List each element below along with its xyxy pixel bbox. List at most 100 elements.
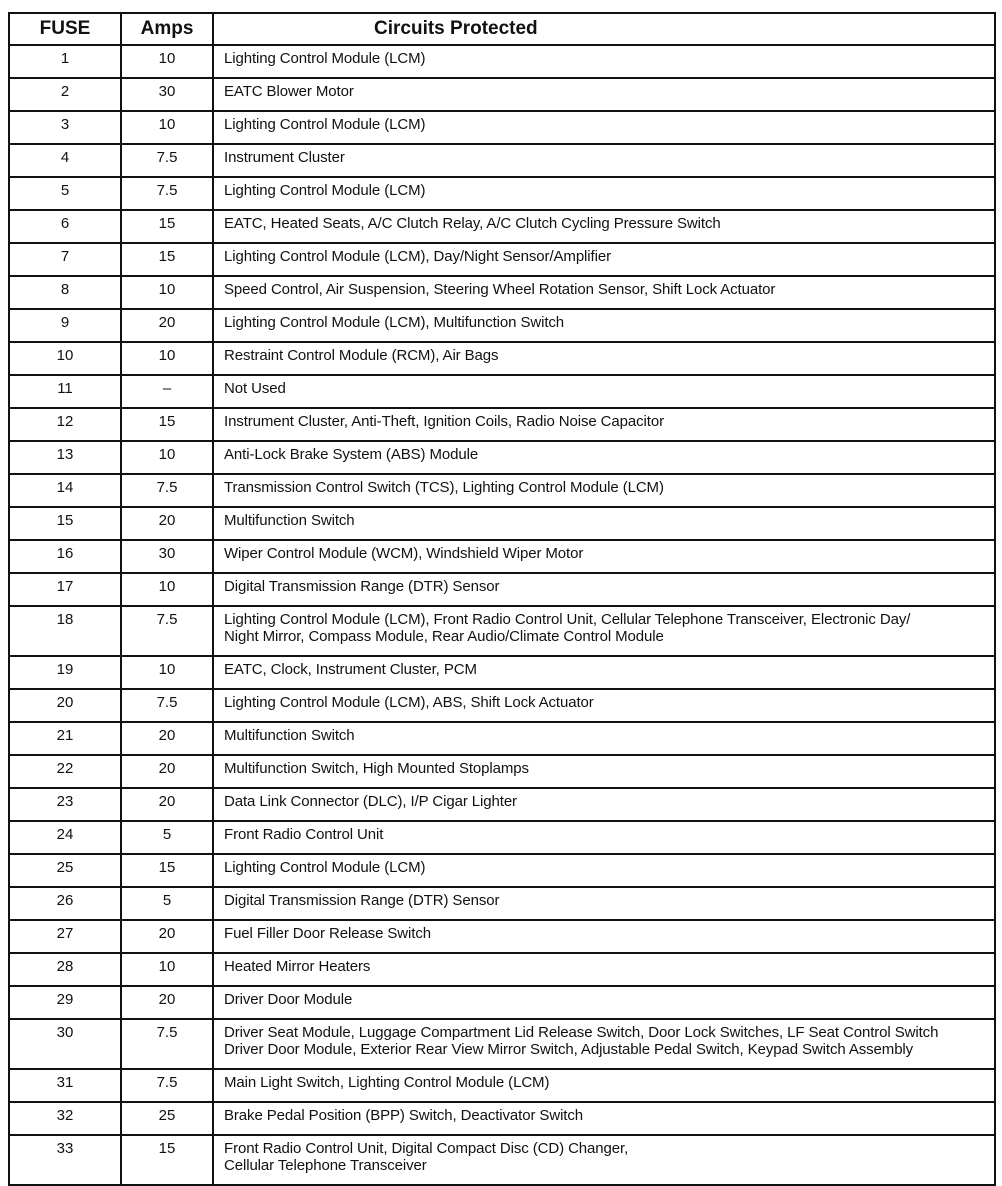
table-row: 23 20 Data Link Connector (DLC), I/P Cigar… xyxy=(8,787,996,822)
fuse-number: 6 xyxy=(8,209,122,244)
circuits-protected: Lighting Control Module (LCM), Front Rad… xyxy=(212,605,996,657)
circuits-protected: Heated Mirror Heaters xyxy=(212,952,996,987)
amps-value: 20 xyxy=(120,754,214,789)
table-row: 26 5 Digital Transmission Range (DTR) Sens… xyxy=(8,886,996,921)
fuse-number: 22 xyxy=(8,754,122,789)
amps-value: 5 xyxy=(120,886,214,921)
circuits-protected: Instrument Cluster, Anti-Theft, Ignition… xyxy=(212,407,996,442)
circuits-protected: Lighting Control Module (LCM), ABS, Shif… xyxy=(212,688,996,723)
fuse-number: 33 xyxy=(8,1134,122,1186)
amps-value: 10 xyxy=(120,440,214,475)
table-row: 13 10 Anti-Lock Brake System (ABS) Module xyxy=(8,440,996,475)
amps-value: 15 xyxy=(120,242,214,277)
fuse-number: 5 xyxy=(8,176,122,211)
fuse-number: 31 xyxy=(8,1068,122,1103)
circuits-protected: Data Link Connector (DLC), I/P Cigar Lig… xyxy=(212,787,996,822)
table-row: 12 15 Instrument Cluster, Anti-Theft, Igni… xyxy=(8,407,996,442)
fuse-number: 19 xyxy=(8,655,122,690)
circuits-protected: Multifunction Switch, High Mounted Stopl… xyxy=(212,754,996,789)
table-row: 16 30 Wiper Control Module (WCM), Windshie… xyxy=(8,539,996,574)
table-row: 22 20 Multifunction Switch, High Mounted S… xyxy=(8,754,996,789)
circuits-protected: Brake Pedal Position (BPP) Switch, Deact… xyxy=(212,1101,996,1136)
fuse-number: 12 xyxy=(8,407,122,442)
fuse-number: 9 xyxy=(8,308,122,343)
circuits-protected: Digital Transmission Range (DTR) Sensor xyxy=(212,572,996,607)
amps-value: 20 xyxy=(120,919,214,954)
amps-value: 7.5 xyxy=(120,688,214,723)
table-row: 4 7.5 Instrument Cluster xyxy=(8,143,996,178)
fuse-number: 21 xyxy=(8,721,122,756)
amps-value: 20 xyxy=(120,308,214,343)
amps-value: 7.5 xyxy=(120,176,214,211)
fuse-number: 20 xyxy=(8,688,122,723)
circuits-protected: Fuel Filler Door Release Switch xyxy=(212,919,996,954)
fuse-number: 8 xyxy=(8,275,122,310)
fuse-number: 29 xyxy=(8,985,122,1020)
fuse-number: 2 xyxy=(8,77,122,112)
fuse-number: 18 xyxy=(8,605,122,657)
circuits-protected: Restraint Control Module (RCM), Air Bags xyxy=(212,341,996,376)
fuse-number: 27 xyxy=(8,919,122,954)
fuse-number: 23 xyxy=(8,787,122,822)
circuits-protected: Lighting Control Module (LCM) xyxy=(212,44,996,79)
circuits-protected: EATC, Heated Seats, A/C Clutch Relay, A/… xyxy=(212,209,996,244)
table-row: 17 10 Digital Transmission Range (DTR) Sen… xyxy=(8,572,996,607)
circuits-protected: Speed Control, Air Suspension, Steering … xyxy=(212,275,996,310)
circuits-protected: Multifunction Switch xyxy=(212,506,996,541)
circuits-protected: EATC Blower Motor xyxy=(212,77,996,112)
amps-value: 10 xyxy=(120,572,214,607)
circuits-protected: Main Light Switch, Lighting Control Modu… xyxy=(212,1068,996,1103)
fuse-table: FUSE Amps Circuits Protected 1 10 Lighting… xyxy=(8,12,996,1186)
amps-value: 20 xyxy=(120,721,214,756)
header-row: FUSE Amps Circuits Protected xyxy=(8,12,996,46)
amps-value: 7.5 xyxy=(120,143,214,178)
table-row: 3 10 Lighting Control Module (LCM) xyxy=(8,110,996,145)
amps-value: 10 xyxy=(120,341,214,376)
amps-value: 10 xyxy=(120,952,214,987)
circuits-protected: Wiper Control Module (WCM), Windshield W… xyxy=(212,539,996,574)
amps-value: 20 xyxy=(120,985,214,1020)
fuse-number: 24 xyxy=(8,820,122,855)
table-row: 7 15 Lighting Control Module (LCM), Day/Ni… xyxy=(8,242,996,277)
fuse-number: 4 xyxy=(8,143,122,178)
circuits-protected: Transmission Control Switch (TCS), Light… xyxy=(212,473,996,508)
circuits-protected: EATC, Clock, Instrument Cluster, PCM xyxy=(212,655,996,690)
circuits-protected: Multifunction Switch xyxy=(212,721,996,756)
header-amps: Amps xyxy=(120,12,214,46)
table-row: 27 20 Fuel Filler Door Release Switch xyxy=(8,919,996,954)
circuits-protected: Lighting Control Module (LCM) xyxy=(212,176,996,211)
fuse-number: 10 xyxy=(8,341,122,376)
amps-value: 15 xyxy=(120,853,214,888)
circuits-protected: Lighting Control Module (LCM) xyxy=(212,853,996,888)
fuse-number: 3 xyxy=(8,110,122,145)
amps-value: 5 xyxy=(120,820,214,855)
header-circuits: Circuits Protected xyxy=(212,12,996,46)
amps-value: – xyxy=(120,374,214,409)
circuits-protected: Lighting Control Module (LCM), Day/Night… xyxy=(212,242,996,277)
fuse-number: 7 xyxy=(8,242,122,277)
circuits-protected: Anti-Lock Brake System (ABS) Module xyxy=(212,440,996,475)
circuits-protected: Not Used xyxy=(212,374,996,409)
amps-value: 7.5 xyxy=(120,605,214,657)
table-row: 15 20 Multifunction Switch xyxy=(8,506,996,541)
circuits-protected: Instrument Cluster xyxy=(212,143,996,178)
amps-value: 15 xyxy=(120,1134,214,1186)
table-row: 31 7.5 Main Light Switch, Lighting Control… xyxy=(8,1068,996,1103)
table-row: 29 20 Driver Door Module xyxy=(8,985,996,1020)
fuse-number: 15 xyxy=(8,506,122,541)
table-row: 24 5 Front Radio Control Unit xyxy=(8,820,996,855)
table-row: 8 10 Speed Control, Air Suspension, Steeri… xyxy=(8,275,996,310)
circuits-protected: Driver Seat Module, Luggage Compartment … xyxy=(212,1018,996,1070)
amps-value: 30 xyxy=(120,539,214,574)
amps-value: 25 xyxy=(120,1101,214,1136)
table-row: 18 7.5 Lighting Control Module (LCM), Fron… xyxy=(8,605,996,657)
table-row: 33 15 Front Radio Control Unit, Digital Co… xyxy=(8,1134,996,1186)
table-row: 32 25 Brake Pedal Position (BPP) Switch, D… xyxy=(8,1101,996,1136)
fuse-number: 32 xyxy=(8,1101,122,1136)
fuse-number: 13 xyxy=(8,440,122,475)
fuse-number: 14 xyxy=(8,473,122,508)
amps-value: 7.5 xyxy=(120,1068,214,1103)
table-row: 25 15 Lighting Control Module (LCM) xyxy=(8,853,996,888)
table-row: 9 20 Lighting Control Module (LCM), Multif… xyxy=(8,308,996,343)
fuse-number: 16 xyxy=(8,539,122,574)
